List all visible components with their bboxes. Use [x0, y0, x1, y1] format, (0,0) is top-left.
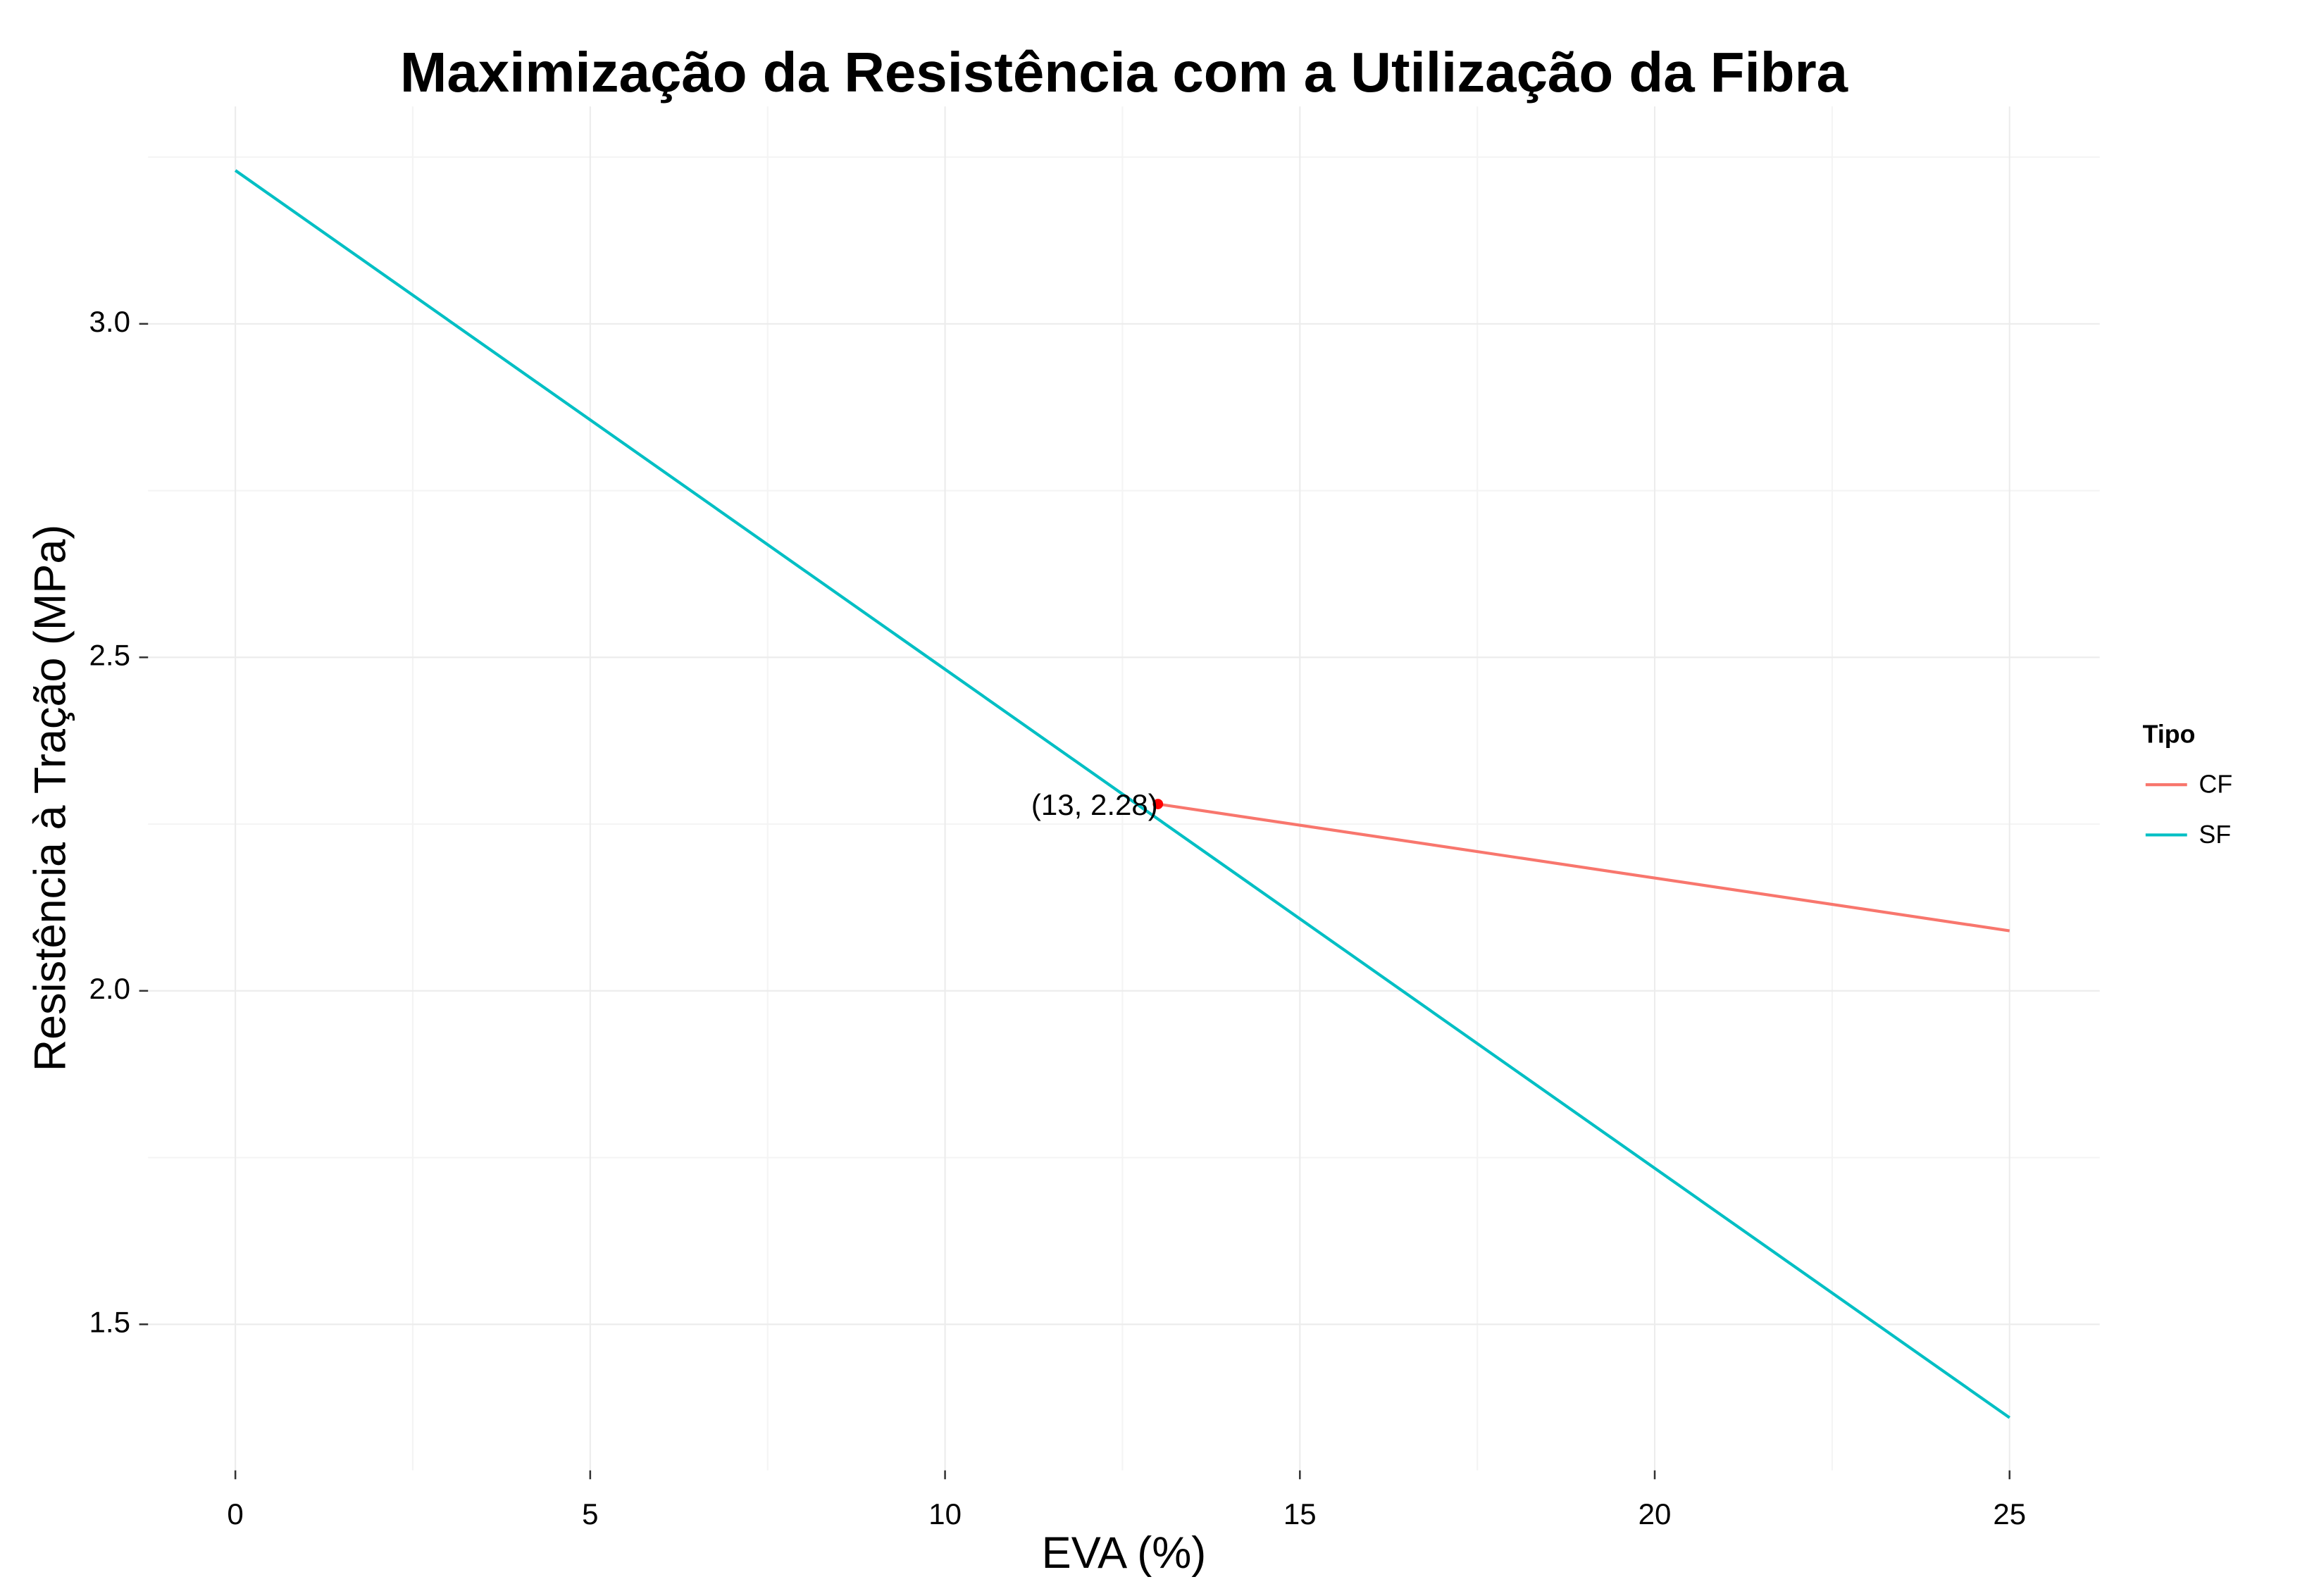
y-tick-label: 2.0 [89, 972, 130, 1005]
legend-label: CF [2199, 771, 2233, 799]
y-tick-label: 1.5 [89, 1305, 130, 1338]
x-tick-label: 5 [582, 1497, 598, 1530]
y-tick-label: 2.5 [89, 638, 130, 671]
x-tick-label: 20 [1638, 1497, 1672, 1530]
x-tick-label: 15 [1283, 1497, 1317, 1530]
legend-title: Tipo [2143, 720, 2196, 748]
x-tick-label: 10 [928, 1497, 962, 1530]
y-tick-label: 3.0 [89, 305, 130, 338]
y-axis-title: Resistência à Tração (MPa) [25, 525, 75, 1072]
legend-label: SF [2199, 821, 2232, 849]
line [1157, 802, 2010, 933]
x-tick-label: 0 [227, 1497, 243, 1530]
x-tick-label: 25 [1993, 1497, 2026, 1530]
line [234, 169, 2010, 1419]
highlight-point [1152, 799, 1164, 809]
chart-title: Maximização da Resistência com a Utiliza… [400, 41, 1848, 104]
x-axis-title: EVA (%) [1042, 1528, 1207, 1578]
point-label: (13, 2.28) [1031, 788, 1158, 821]
